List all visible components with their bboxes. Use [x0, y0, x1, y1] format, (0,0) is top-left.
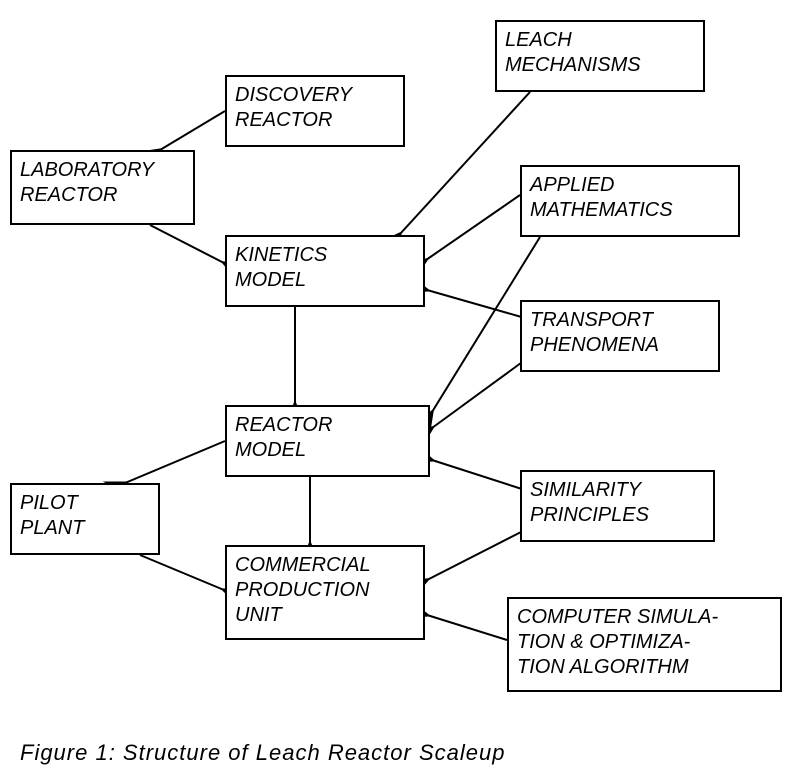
node-label: KINETICSMODEL — [235, 243, 327, 293]
node-kinetics-model: KINETICSMODEL — [225, 235, 425, 307]
node-leach-mechanisms: LEACHMECHANISMS — [495, 20, 705, 92]
node-label: COMPUTER SIMULA-TION & OPTIMIZA-TION ALG… — [517, 605, 718, 680]
node-discovery-reactor: DISCOVERYREACTOR — [225, 75, 405, 147]
node-label: TRANSPORTPHENOMENA — [530, 308, 659, 358]
node-label: COMMERCIALPRODUCTIONUNIT — [235, 553, 371, 628]
node-label: DISCOVERYREACTOR — [235, 83, 352, 133]
node-label: PILOTPLANT — [20, 491, 84, 541]
node-computer-simulation: COMPUTER SIMULA-TION & OPTIMIZA-TION ALG… — [507, 597, 782, 692]
node-reactor-model: REACTORMODEL — [225, 405, 430, 477]
node-label: REACTORMODEL — [235, 413, 332, 463]
caption-text: Figure 1: Structure of Leach Reactor Sca… — [20, 740, 505, 765]
node-pilot-plant: PILOTPLANT — [10, 483, 160, 555]
node-applied-mathematics: APPLIEDMATHEMATICS — [520, 165, 740, 237]
node-label: APPLIEDMATHEMATICS — [530, 173, 673, 223]
node-commercial-production-unit: COMMERCIALPRODUCTIONUNIT — [225, 545, 425, 640]
figure-caption: Figure 1: Structure of Leach Reactor Sca… — [20, 740, 505, 766]
node-label: LABORATORYREACTOR — [20, 158, 154, 208]
node-transport-phenomena: TRANSPORTPHENOMENA — [520, 300, 720, 372]
node-label: SIMILARITYPRINCIPLES — [530, 478, 649, 528]
node-label: LEACHMECHANISMS — [505, 28, 641, 78]
node-similarity-principles: SIMILARITYPRINCIPLES — [520, 470, 715, 542]
node-laboratory-reactor: LABORATORYREACTOR — [10, 150, 195, 225]
